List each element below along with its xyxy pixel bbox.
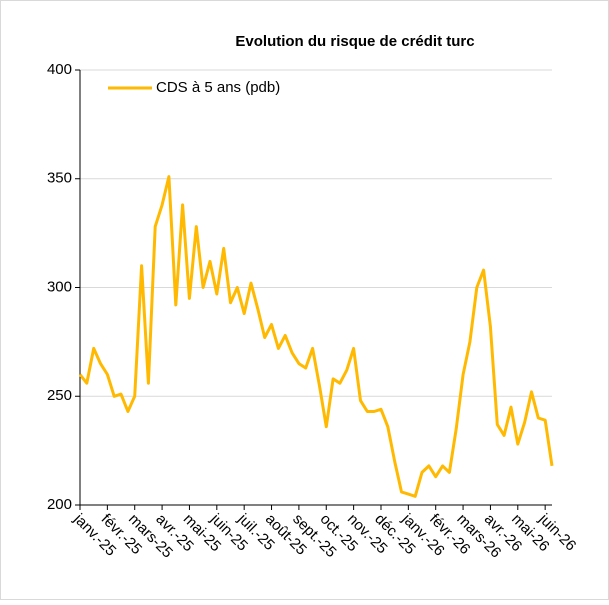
y-tick-label: 350 (47, 170, 72, 187)
y-tick-label: 400 (47, 61, 72, 78)
y-tick-label: 300 (47, 278, 72, 295)
series-line (78, 175, 554, 498)
chart-title: Evolution du risque de crédit turc (235, 33, 474, 50)
legend-label: CDS à 5 ans (pdb) (156, 79, 280, 96)
y-tick-label: 250 (47, 387, 72, 404)
y-tick-label: 200 (47, 496, 72, 513)
